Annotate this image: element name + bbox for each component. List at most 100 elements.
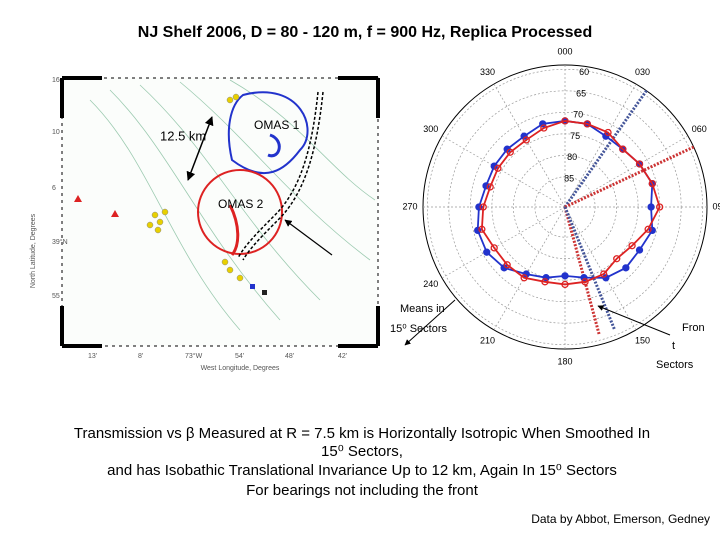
title: NJ Shelf 2006, D = 80 - 120 m, f = 900 H… <box>138 24 592 41</box>
polar-note: 15⁰ Sectors <box>390 323 447 335</box>
map-corners <box>60 76 380 348</box>
r-tick-label: 75 <box>570 131 580 141</box>
series-point <box>602 132 610 140</box>
series-point <box>542 274 550 282</box>
angle-tick-label: 030 <box>635 67 650 77</box>
series-point <box>494 164 502 172</box>
map-y-tick: 10 <box>52 129 60 136</box>
series-point <box>490 244 498 252</box>
series-point <box>635 246 644 254</box>
r-tick-label: 80 <box>567 152 577 162</box>
means-arrow <box>404 299 456 346</box>
polar-note: t <box>672 340 675 352</box>
scale-label: 12.5 km <box>160 128 206 143</box>
front-sectors-arrow <box>597 305 671 336</box>
map-y-tick: 55 <box>52 293 60 300</box>
series-point <box>561 117 569 125</box>
series-point <box>602 274 610 282</box>
series-point <box>520 132 528 140</box>
grid-circle <box>534 176 596 238</box>
series-point <box>604 128 612 137</box>
series-point <box>622 264 630 272</box>
series-point <box>506 148 514 156</box>
r-tick-label: 85 <box>564 174 574 184</box>
grid-circle <box>513 155 617 259</box>
series-point <box>522 136 530 144</box>
series-point <box>483 248 491 256</box>
body-note: For bearings not including the front <box>246 482 479 499</box>
grid-spoke <box>564 83 637 208</box>
series-point <box>619 145 627 153</box>
series-point <box>600 270 608 278</box>
series-line <box>476 120 654 279</box>
map-x-tick: 8' <box>138 353 143 360</box>
series-point <box>635 160 644 168</box>
body-line: Transmission vs β Measured at R = 7.5 km… <box>74 425 650 442</box>
angle-tick-label: 150 <box>635 336 650 346</box>
grid-spoke <box>564 135 689 208</box>
series-point <box>580 274 588 282</box>
angle-tick-label: 240 <box>423 279 438 289</box>
omas2-label: OMAS 2 <box>218 197 264 211</box>
angle-tick-label: 180 <box>557 356 572 366</box>
series-line <box>480 120 661 286</box>
series-point <box>644 225 652 233</box>
map-y-tick: 39°N <box>52 238 68 246</box>
front-direction <box>564 145 695 209</box>
series-point <box>613 255 621 263</box>
polar-chart: 60 65 70 75 80 85 000 030 060 090 150 180 210 240 270 3… <box>402 46 720 366</box>
front-arrow <box>284 219 333 256</box>
omas2-mark <box>228 204 240 256</box>
stations <box>146 93 244 282</box>
omas1-label: OMAS 1 <box>254 118 300 132</box>
series-point <box>581 278 589 286</box>
series-point <box>479 203 487 211</box>
polar-note: Sectors <box>656 359 694 371</box>
front <box>237 91 324 261</box>
series-point <box>648 179 656 188</box>
series-point <box>503 261 511 269</box>
map-x-tick: 13' <box>88 353 97 360</box>
stations-red <box>74 195 267 295</box>
omas1-mark <box>267 133 281 158</box>
map-x-label: West Longitude, Degrees <box>201 365 280 372</box>
series-point <box>540 124 548 132</box>
map-y-label: North Latitude, Degrees <box>30 213 37 288</box>
series-point <box>478 225 486 233</box>
map-y-tick: 16 <box>52 77 60 84</box>
series-point <box>583 120 591 128</box>
series-point <box>647 203 655 211</box>
angle-tick-label: 000 <box>557 46 572 56</box>
map-x-tick: 48' <box>285 353 294 360</box>
series-point <box>482 182 490 190</box>
angle-tick-label: 090 <box>712 201 720 211</box>
series-point <box>522 270 530 278</box>
polar-note: Fron <box>682 322 705 334</box>
series-point <box>648 226 656 235</box>
front-direction <box>563 89 648 208</box>
body-line: and has Isobathic Translational Invarian… <box>107 462 617 479</box>
series-point <box>628 242 636 250</box>
scale-arrow <box>186 116 214 181</box>
polar-note: Means in <box>400 303 445 315</box>
map: North Latitude, Degrees West Longitude, … <box>30 76 380 372</box>
series-point <box>656 203 664 211</box>
series-point <box>561 272 569 280</box>
angle-tick-label: 270 <box>402 201 417 211</box>
angle-tick-label: 060 <box>692 124 707 134</box>
grid-spoke <box>441 135 566 208</box>
angle-tick-label: 330 <box>480 67 495 77</box>
series-point <box>541 278 549 286</box>
map-x-tick: 54' <box>235 353 244 360</box>
angle-tick-label: 210 <box>480 336 495 346</box>
series-point <box>520 274 528 282</box>
series-point <box>474 226 482 235</box>
grid-spoke <box>493 83 566 208</box>
map-y-tick: 6 <box>52 185 56 192</box>
angle-tick-label: 300 <box>423 124 438 134</box>
omas1-track <box>227 91 309 175</box>
body-line: 15⁰ Sectors, <box>321 443 403 460</box>
r-tick-label: 70 <box>573 110 583 120</box>
bathymetry <box>89 79 376 331</box>
